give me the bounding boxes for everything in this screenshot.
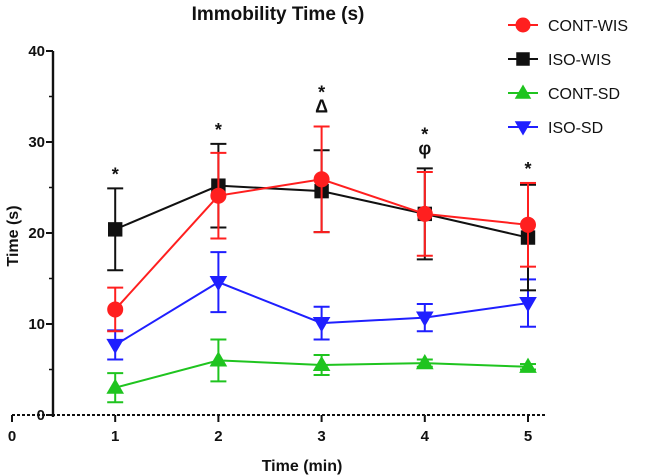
y-tick-label: 30 bbox=[28, 134, 45, 151]
y-tick-label: 40 bbox=[28, 43, 45, 60]
series-cont-wis bbox=[107, 125, 536, 333]
x-tick-label: 5 bbox=[524, 428, 532, 445]
y-tick-label: 10 bbox=[28, 316, 45, 333]
legend-item-cont-wis: CONT-WIS bbox=[508, 17, 628, 35]
legend-item-iso-wis: ISO-WIS bbox=[508, 52, 611, 69]
x-axis-label: Time (min) bbox=[262, 458, 343, 475]
legend-label: CONT-WIS bbox=[548, 18, 628, 35]
legend-marker bbox=[516, 52, 530, 66]
legend-marker bbox=[514, 84, 532, 99]
series-iso-sd bbox=[106, 251, 537, 361]
data-point bbox=[210, 187, 227, 204]
significance-mark: φ bbox=[418, 138, 431, 158]
x-tick-label: 0 bbox=[8, 428, 16, 445]
legend-marker bbox=[515, 17, 531, 33]
x-tick-label: 4 bbox=[421, 428, 430, 445]
y-axis-label: Time (s) bbox=[5, 205, 22, 266]
chart-axes: 0 10 20 30 40 0 1 2 3 4 5 bbox=[8, 43, 545, 445]
data-point bbox=[520, 216, 536, 233]
data-point bbox=[108, 222, 123, 237]
legend-label: CONT-SD bbox=[548, 86, 620, 103]
legend-label: ISO-SD bbox=[548, 120, 603, 137]
significance-annotations: ***Δ*φ* bbox=[112, 83, 532, 185]
data-point bbox=[106, 338, 125, 355]
x-tick-label: 1 bbox=[111, 428, 119, 445]
legend-label: ISO-WIS bbox=[548, 52, 611, 69]
data-point bbox=[312, 355, 331, 372]
series-cont-sd bbox=[106, 338, 537, 404]
y-tick-label: 0 bbox=[37, 407, 45, 424]
x-tick-label: 3 bbox=[317, 428, 325, 445]
data-point bbox=[107, 301, 124, 318]
data-point bbox=[519, 357, 537, 373]
data-point bbox=[209, 351, 228, 367]
chart-title: Immobility Time (s) bbox=[192, 4, 365, 25]
y-tick-label: 20 bbox=[28, 225, 45, 242]
legend-item-iso-sd: ISO-SD bbox=[508, 120, 603, 137]
significance-mark: Δ bbox=[315, 97, 328, 117]
data-point bbox=[416, 205, 433, 222]
chart-legend: CONT-WIS ISO-WIS CONT-SD ISO-SD bbox=[508, 17, 628, 137]
significance-mark: * bbox=[215, 120, 222, 140]
series-layer bbox=[106, 125, 537, 404]
significance-mark: * bbox=[524, 159, 531, 179]
data-point bbox=[415, 311, 434, 327]
data-point bbox=[519, 296, 537, 313]
data-point bbox=[312, 317, 331, 333]
data-point bbox=[415, 354, 434, 370]
legend-item-cont-sd: CONT-SD bbox=[508, 84, 620, 103]
data-point bbox=[209, 276, 228, 292]
legend-marker bbox=[514, 121, 532, 136]
significance-mark: * bbox=[112, 164, 119, 184]
data-point bbox=[106, 378, 125, 394]
x-tick-label: 2 bbox=[214, 428, 222, 445]
significance-mark: * bbox=[318, 83, 325, 103]
data-point bbox=[313, 171, 330, 188]
significance-mark: * bbox=[421, 124, 428, 144]
